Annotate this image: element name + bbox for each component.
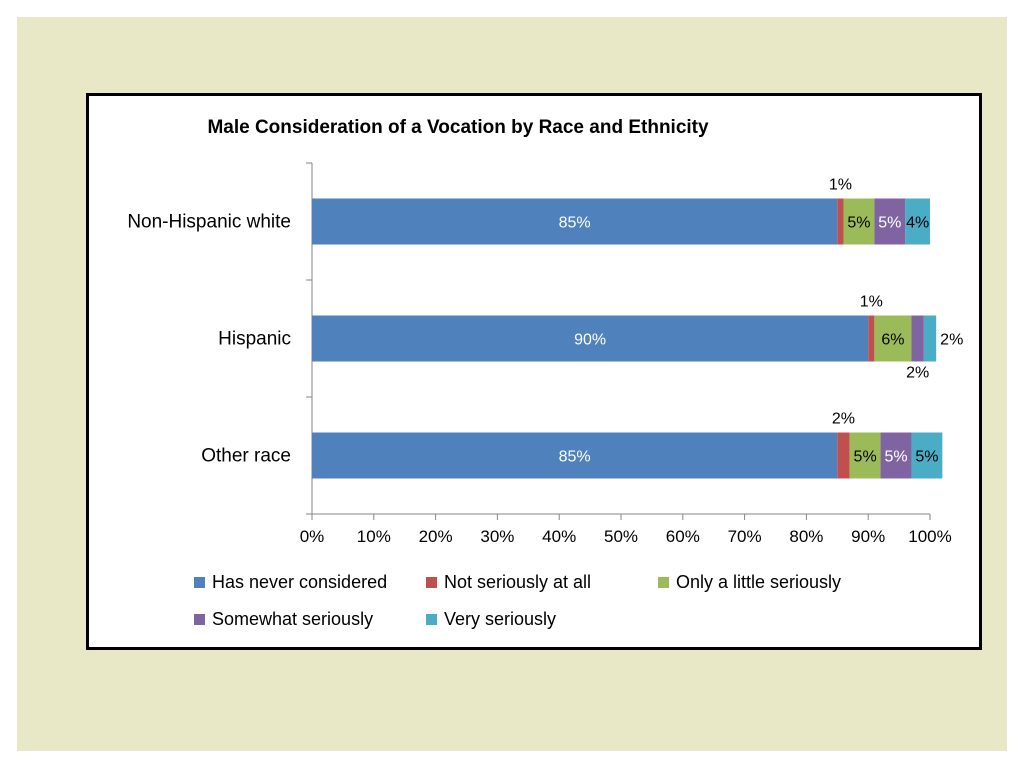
bar-segment — [312, 315, 869, 362]
bar-segment — [312, 198, 838, 245]
bar-segment — [868, 315, 875, 362]
legend-label: Very seriously — [444, 609, 556, 629]
stacked-bar-chart: Male Consideration of a Vocation by Race… — [127, 117, 963, 629]
x-tick-label: 40% — [542, 527, 576, 546]
plot-area: 0% 10% 20% 30% 40% 50% 60% 70% 80% 90% 100% Non-His… — [127, 162, 963, 546]
legend-swatch — [426, 614, 437, 625]
data-label: 4% — [906, 215, 929, 232]
bar-segment — [880, 432, 912, 479]
legend-swatch — [426, 577, 437, 588]
slide-background: Male Consideration of a Vocation by Race… — [17, 17, 1007, 751]
x-tick-label: 20% — [419, 527, 453, 546]
x-tick-label: 10% — [357, 527, 391, 546]
data-label: 90% — [574, 332, 606, 349]
x-tick-label: 100% — [908, 527, 951, 546]
bar-segment — [837, 432, 850, 479]
data-label: 85% — [559, 215, 591, 232]
x-tick-label: 30% — [480, 527, 514, 546]
bar-segment — [905, 198, 930, 245]
data-label: 2% — [906, 365, 929, 382]
data-label: 1% — [860, 294, 883, 311]
x-tick-label: 90% — [851, 527, 885, 546]
data-label: 2% — [832, 411, 855, 428]
chart-title: Male Consideration of a Vocation by Race… — [207, 117, 709, 138]
bar-segment — [874, 315, 912, 362]
x-tick-label: 50% — [604, 527, 638, 546]
bar-segment — [874, 198, 906, 245]
data-label: 5% — [915, 449, 938, 466]
bar-segment — [911, 315, 924, 362]
data-label: 5% — [884, 449, 907, 466]
data-label: 1% — [829, 177, 852, 194]
bar-segment — [911, 432, 943, 479]
bar-segment — [923, 315, 937, 362]
legend-label: Somewhat seriously — [212, 609, 373, 629]
category-label: Other race — [201, 446, 291, 467]
legend-label: Has never considered — [212, 572, 387, 592]
data-label: 5% — [878, 215, 901, 232]
x-tick-label: 70% — [728, 527, 762, 546]
legend: Has never considered Not seriously at all… — [194, 572, 841, 629]
chart-frame: Male Consideration of a Vocation by Race… — [86, 93, 982, 650]
legend-label: Only a little seriously — [676, 572, 841, 592]
bar-segment — [837, 198, 844, 245]
legend-swatch — [194, 577, 205, 588]
legend-swatch — [658, 577, 669, 588]
x-tick-label: 80% — [789, 527, 823, 546]
category-label: Hispanic — [218, 329, 291, 350]
x-tick-label: 60% — [666, 527, 700, 546]
category-label: Non-Hispanic white — [127, 212, 291, 233]
legend-label: Not seriously at all — [444, 572, 591, 592]
data-label: 85% — [559, 449, 591, 466]
legend-swatch — [194, 614, 205, 625]
data-label: 6% — [881, 332, 904, 349]
data-label: 5% — [854, 449, 877, 466]
bar-segment — [312, 432, 838, 479]
x-tick-label: 0% — [300, 527, 325, 546]
data-label: 2% — [940, 332, 963, 349]
bar-segment — [849, 432, 881, 479]
bar-segment — [843, 198, 875, 245]
data-label: 5% — [847, 215, 870, 232]
